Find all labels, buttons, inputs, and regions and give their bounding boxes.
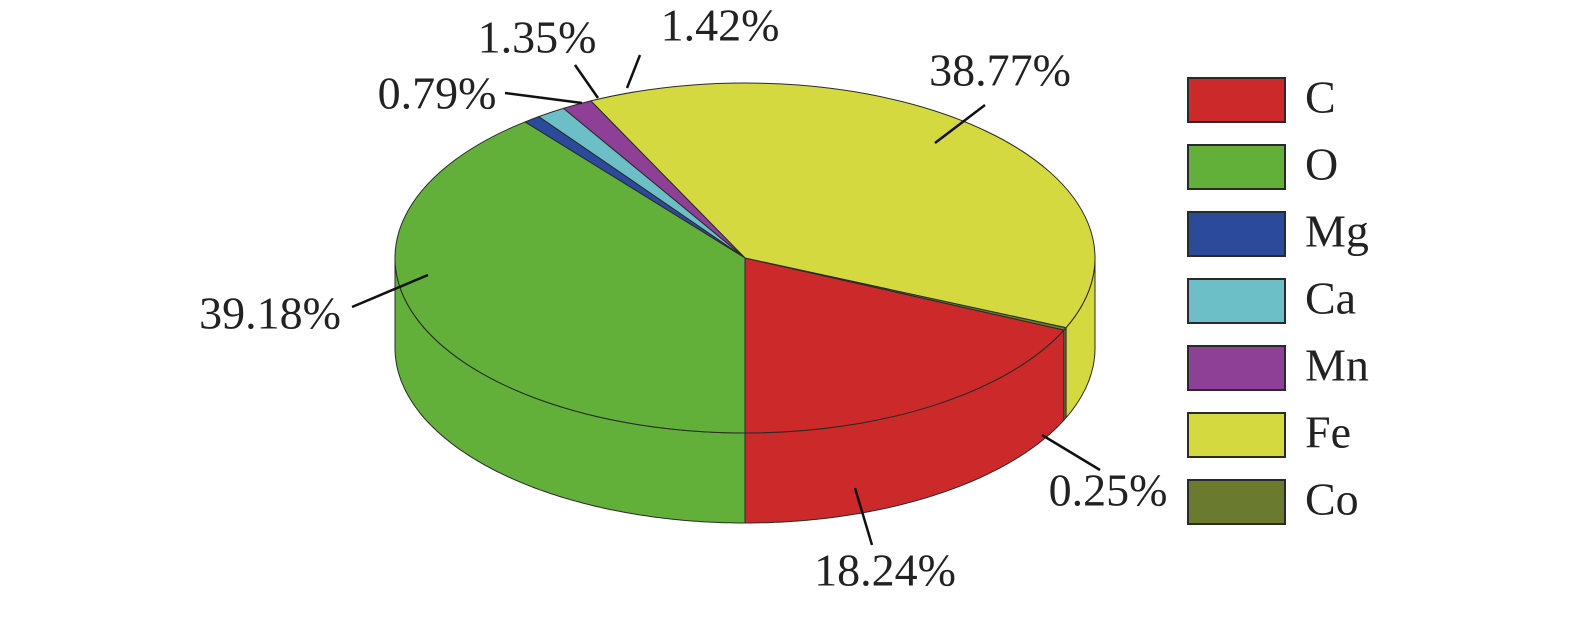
leader-line [1041,433,1101,472]
legend-label: Ca [1305,273,1356,324]
leader-line [625,54,642,89]
data-label: 1.35% [478,12,597,63]
leader-line [351,273,429,309]
data-label: 1.42% [661,0,780,51]
legend-label: Mg [1305,206,1369,257]
legend-label: Mn [1305,340,1369,391]
legend-swatch [1187,479,1286,525]
data-label: 0.79% [378,68,497,119]
legend-swatch [1187,144,1286,190]
legend-label: O [1305,139,1338,190]
leader-line [573,64,600,99]
legend-swatch [1187,77,1286,123]
data-label: 38.77% [929,45,1071,96]
pie-slice [744,257,1065,434]
legend-swatch [1187,278,1286,324]
leader-line [504,91,583,105]
legend-swatch [1187,211,1286,257]
legend-label: Co [1305,474,1359,525]
data-label: 39.18% [199,288,341,339]
leader-line [853,487,874,546]
data-label: 18.24% [814,545,956,596]
pie-slice [394,121,746,434]
legend-label: C [1305,72,1336,123]
leader-line [934,104,986,144]
legend-label: Fe [1305,407,1351,458]
pie-slice [590,82,1096,329]
legend-swatch [1187,412,1286,458]
data-label: 0.25% [1049,465,1168,516]
legend-swatch [1187,345,1286,391]
